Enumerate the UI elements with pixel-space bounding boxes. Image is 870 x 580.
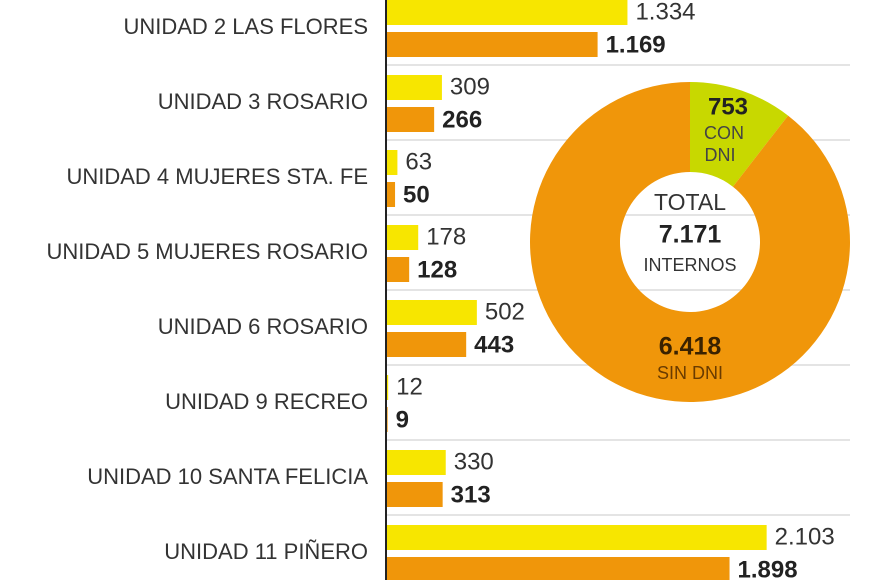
bar-total [386, 0, 628, 25]
bar-sin-dni [386, 107, 435, 132]
bar-sin-dni [386, 32, 598, 57]
bar-sin-dni [386, 557, 730, 580]
bar-sin-dni [386, 482, 443, 507]
bar-total [386, 75, 442, 100]
category-label: UNIDAD 9 RECREO [165, 389, 368, 414]
bar-sin-dni [386, 332, 467, 357]
value-label-total: 12 [396, 373, 423, 400]
category-label: UNIDAD 11 PIÑERO [164, 539, 368, 564]
donut-slice [690, 82, 789, 187]
value-label-sin-dni: 9 [396, 406, 409, 433]
total-unit: INTERNOS [643, 255, 736, 275]
value-label-sin-dni: 128 [417, 256, 457, 283]
value-label-total: 502 [485, 298, 525, 325]
category-label: UNIDAD 2 LAS FLORES [123, 14, 368, 39]
value-label-total: 1.334 [635, 0, 695, 25]
bar-total [386, 150, 398, 175]
category-label: UNIDAD 3 ROSARIO [158, 89, 368, 114]
value-label-total: 2.103 [775, 523, 835, 550]
value-label-total: 309 [450, 73, 490, 100]
value-label-total: 63 [405, 148, 432, 175]
slice-label-con-dni: DNI [705, 145, 736, 165]
donut-slice [530, 81, 851, 402]
total-value: 7.171 [659, 221, 722, 249]
value-label-sin-dni: 313 [451, 481, 491, 508]
value-label-sin-dni: 1.169 [606, 31, 666, 58]
category-label: UNIDAD 4 MUJERES STA. FE [66, 164, 368, 189]
value-label-sin-dni: 266 [442, 106, 482, 133]
bar-sin-dni [386, 182, 396, 207]
value-label-sin-dni: 50 [403, 181, 430, 208]
value-label-total: 330 [454, 448, 494, 475]
category-label: UNIDAD 6 ROSARIO [158, 314, 368, 339]
value-label-sin-dni: 1.898 [738, 556, 798, 580]
slice-label-sin-dni: SIN DNI [657, 363, 723, 383]
slice-value-sin-dni: 6.418 [659, 333, 722, 361]
value-label-total: 178 [426, 223, 466, 250]
category-label: UNIDAD 5 MUJERES ROSARIO [47, 239, 369, 264]
bar-total [386, 375, 389, 400]
bar-total [386, 450, 446, 475]
bar-total [386, 225, 419, 250]
bar-sin-dni [386, 257, 410, 282]
bar-total [386, 300, 477, 325]
slice-value-con-dni: 753 [708, 93, 748, 120]
slice-label-con-dni: CON [704, 123, 744, 143]
value-label-sin-dni: 443 [474, 331, 514, 358]
bar-total [386, 525, 767, 550]
total-label: TOTAL [654, 189, 726, 215]
category-label: UNIDAD 10 SANTA FELICIA [87, 464, 368, 489]
